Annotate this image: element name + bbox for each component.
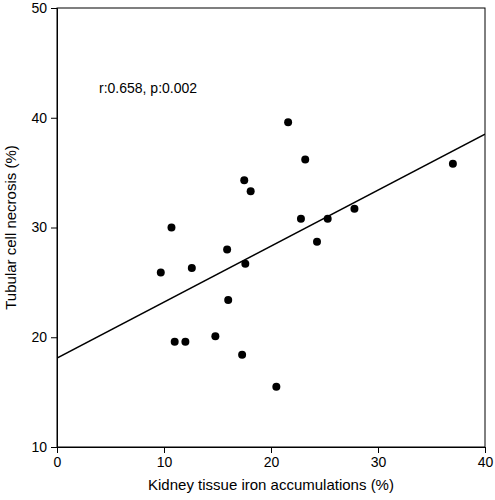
x-tick-mark xyxy=(378,447,379,453)
x-axis-title: Kidney tissue iron accumulations (%) xyxy=(148,476,394,493)
point xyxy=(240,176,248,184)
y-axis: 10 20 30 40 50 xyxy=(31,0,57,455)
x-tick: 10 xyxy=(157,447,173,470)
plot-frame xyxy=(57,8,485,447)
x-tick-label: 30 xyxy=(371,454,387,470)
x-tick-mark xyxy=(271,447,272,453)
y-tick-mark xyxy=(51,8,57,9)
point xyxy=(224,296,232,304)
point xyxy=(284,118,292,126)
x-tick-mark xyxy=(164,447,165,453)
y-tick-label: 50 xyxy=(31,0,47,16)
x-tick-label: 0 xyxy=(54,454,62,470)
x-tick-mark xyxy=(485,447,486,453)
y-tick: 30 xyxy=(31,219,57,235)
point xyxy=(297,215,305,223)
point xyxy=(157,269,165,277)
point xyxy=(449,160,457,168)
point xyxy=(168,224,176,232)
y-tick-label: 20 xyxy=(31,329,47,345)
point xyxy=(181,338,189,346)
x-tick-label: 40 xyxy=(478,454,494,470)
plot-area: 0 10 20 30 40 10 20 30 40 50 r:0.658, p:0.002 xyxy=(31,0,493,470)
point xyxy=(324,215,332,223)
point xyxy=(313,238,321,246)
point xyxy=(350,205,358,213)
x-tick: 0 xyxy=(54,447,62,470)
y-tick-label: 40 xyxy=(31,110,47,126)
y-tick-mark xyxy=(51,337,57,338)
y-tick: 50 xyxy=(31,0,57,16)
x-tick-label: 20 xyxy=(264,454,280,470)
y-axis-title: Tubular cell necrosis (%) xyxy=(2,145,19,310)
point xyxy=(241,260,249,268)
x-axis-line xyxy=(58,448,486,454)
point xyxy=(223,245,231,253)
y-tick-mark xyxy=(51,228,57,229)
y-tick: 10 xyxy=(31,439,57,455)
y-tick: 40 xyxy=(31,110,57,126)
x-axis: 0 10 20 30 40 xyxy=(54,447,494,470)
x-tick-label: 10 xyxy=(157,454,173,470)
data-layer xyxy=(57,118,485,390)
x-tick: 30 xyxy=(371,447,387,470)
point xyxy=(247,187,255,195)
chart-container: 0 10 20 30 40 10 20 30 40 50 r:0.658, p:0.002 Kidne… xyxy=(0,0,495,500)
x-tick: 40 xyxy=(478,447,494,470)
y-axis-line xyxy=(51,9,58,448)
point xyxy=(188,264,196,272)
point xyxy=(171,338,179,346)
point xyxy=(238,351,246,359)
point xyxy=(211,332,219,340)
point xyxy=(272,383,280,391)
y-tick-mark xyxy=(51,118,57,119)
x-tick: 20 xyxy=(264,447,280,470)
point xyxy=(301,155,309,163)
y-tick: 20 xyxy=(31,329,57,345)
y-tick-label: 30 xyxy=(31,219,47,235)
fit-line xyxy=(57,134,485,358)
chart-svg: 0 10 20 30 40 10 20 30 40 50 r:0.658, p:0.002 Kidne… xyxy=(0,0,495,500)
y-tick-mark xyxy=(51,447,57,448)
y-tick-label: 10 xyxy=(31,439,47,455)
annotation: r:0.658, p:0.002 xyxy=(99,80,197,96)
